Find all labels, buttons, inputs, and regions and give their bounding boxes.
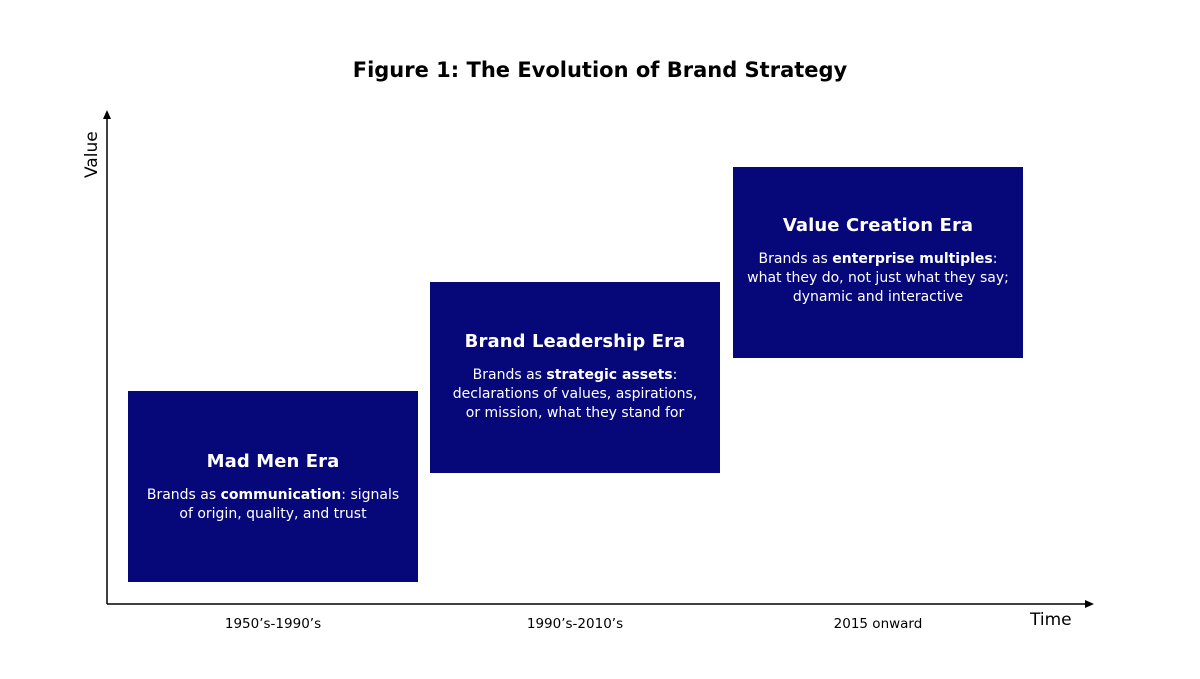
y-axis-arrow — [103, 110, 111, 119]
era-box-brand-leadership: Brand Leadership Era Brands as strategic… — [430, 282, 720, 473]
era-key-term: communication — [220, 487, 342, 503]
x-axis-arrow — [1085, 600, 1094, 608]
era-box-mad-men: Mad Men Era Brands as communication: sig… — [128, 391, 418, 582]
era-description: Brands as communication: signals of orig… — [146, 487, 400, 522]
x-axis-label: Time — [1030, 610, 1072, 630]
period-label-mad-men: 1950’s-1990’s — [224, 616, 322, 632]
era-description: Brands as enterprise multiples: what the… — [747, 251, 1009, 305]
figure-title: Figure 1: The Evolution of Brand Strateg… — [352, 58, 848, 82]
era-box-value-creation: Value Creation Era Brands as enterprise … — [733, 167, 1023, 358]
era-key-term: strategic assets — [546, 367, 673, 383]
era-key-term: enterprise multiples — [832, 251, 993, 267]
era-name: Value Creation Era — [782, 215, 974, 236]
era-name: Mad Men Era — [206, 451, 340, 472]
era-name: Brand Leadership Era — [464, 331, 686, 352]
period-label-brand-leadership: 1990’s-2010’s — [526, 616, 624, 632]
y-axis-label: Value — [82, 131, 102, 178]
era-description: Brands as strategic assets: declarations… — [452, 367, 698, 421]
period-label-value-creation: 2015 onward — [833, 616, 923, 632]
